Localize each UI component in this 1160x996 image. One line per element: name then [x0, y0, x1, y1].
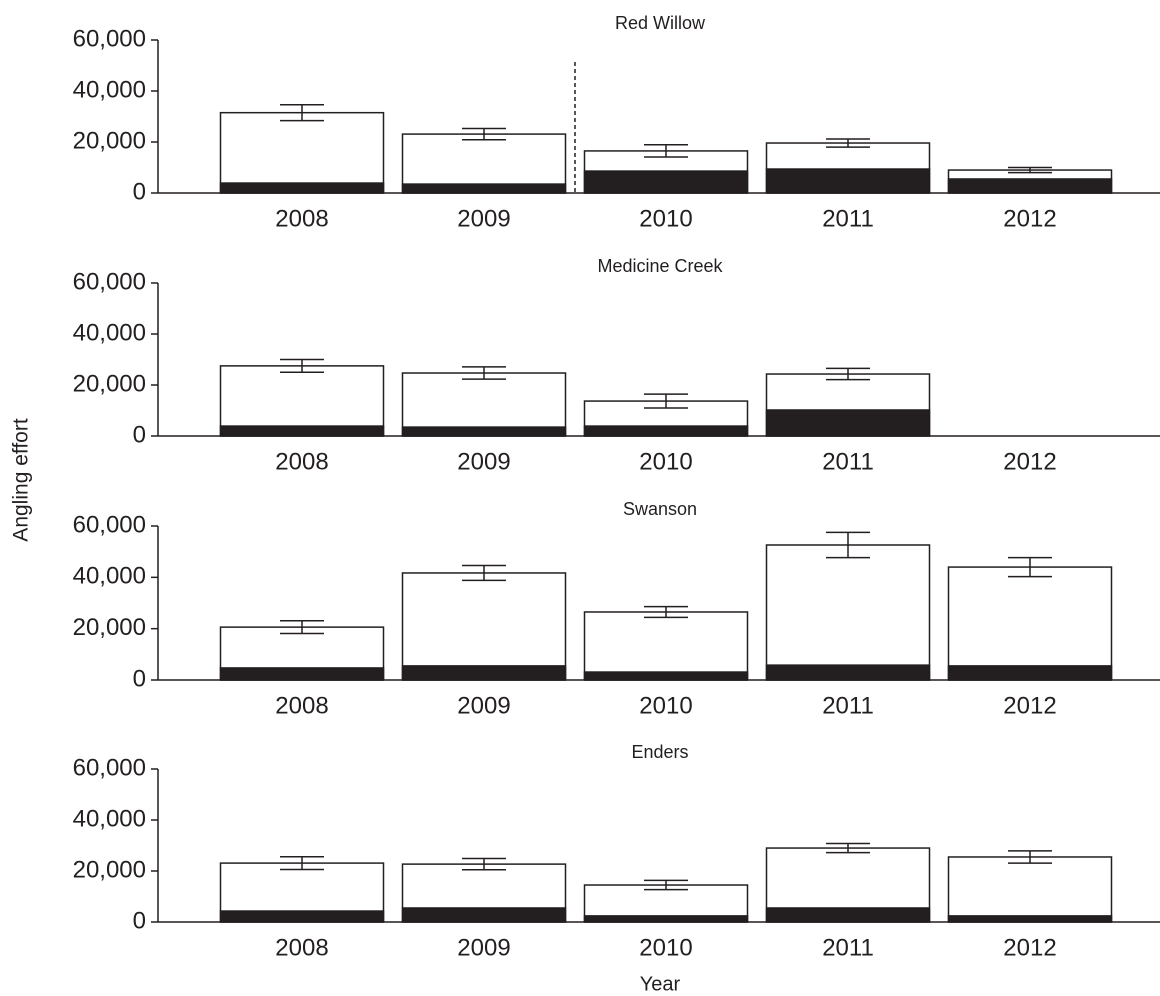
y-tick-label: 0 [133, 178, 146, 205]
bar [219, 425, 385, 437]
y-tick-label: 40,000 [73, 319, 146, 346]
bar [219, 111, 385, 194]
error-bar [826, 367, 870, 381]
bar [219, 365, 385, 437]
error-bar [462, 366, 506, 380]
bar [765, 544, 931, 681]
x-tick-label: 2011 [822, 692, 874, 719]
bar [401, 665, 567, 681]
bar [401, 183, 567, 194]
bar [947, 566, 1113, 681]
error-bar [644, 144, 688, 158]
x-tick-label: 2010 [639, 205, 692, 232]
bar [765, 168, 931, 194]
y-tick-label: 0 [133, 421, 146, 448]
x-tick-label: 2012 [1003, 205, 1056, 232]
bar [219, 182, 385, 194]
error-bar [644, 879, 688, 891]
y-tick-label: 40,000 [73, 563, 146, 590]
bar [947, 178, 1113, 194]
bar [583, 611, 749, 681]
x-tick-label: 2009 [457, 448, 510, 475]
panel-title: Medicine Creek [597, 256, 723, 276]
bar [765, 409, 931, 437]
bar [583, 170, 749, 194]
error-bar [1008, 556, 1052, 578]
x-tick-label: 2011 [822, 934, 874, 961]
bar [583, 915, 749, 923]
y-tick-label: 20,000 [73, 370, 146, 397]
error-bar [462, 564, 506, 582]
y-tick-label: 60,000 [73, 268, 146, 295]
bar [947, 665, 1113, 681]
error-bar [644, 605, 688, 619]
x-tick-label: 2009 [457, 205, 510, 232]
x-tick-label: 2009 [457, 934, 510, 961]
bar [765, 664, 931, 681]
error-bar [826, 842, 870, 854]
panel-title: Red Willow [615, 13, 706, 33]
y-tick-label: 60,000 [73, 25, 146, 52]
bar [219, 910, 385, 923]
error-bar [1008, 166, 1052, 174]
error-bar [462, 857, 506, 871]
x-tick-label: 2008 [275, 934, 328, 961]
bar [401, 372, 567, 437]
y-tick-label: 60,000 [73, 511, 146, 538]
x-tick-label: 2012 [1003, 692, 1056, 719]
bar [401, 426, 567, 437]
y-tick-label: 0 [133, 907, 146, 934]
bar [583, 425, 749, 437]
y-tick-label: 20,000 [73, 127, 146, 154]
x-tick-label: 2011 [822, 448, 874, 475]
x-tick-label: 2009 [457, 692, 510, 719]
x-tick-label: 2010 [639, 934, 692, 961]
y-tick-label: 60,000 [73, 754, 146, 781]
bar [401, 907, 567, 923]
x-tick-label: 2012 [1003, 934, 1056, 961]
error-bar [826, 138, 870, 148]
panel-title: Swanson [623, 499, 697, 519]
error-bar [1008, 850, 1052, 864]
x-tick-label: 2012 [1003, 448, 1056, 475]
x-tick-label: 2008 [275, 205, 328, 232]
y-tick-label: 20,000 [73, 614, 146, 641]
y-tick-label: 0 [133, 665, 146, 692]
bar [219, 667, 385, 681]
x-tick-label: 2011 [822, 205, 874, 232]
bar [765, 907, 931, 923]
x-tick-label: 2008 [275, 692, 328, 719]
y-tick-label: 40,000 [73, 805, 146, 832]
x-tick-label: 2010 [639, 448, 692, 475]
error-bar [280, 358, 324, 373]
x-tick-label: 2010 [639, 692, 692, 719]
bar [401, 133, 567, 194]
error-bar [826, 531, 870, 559]
error-bar [280, 619, 324, 635]
bar [947, 856, 1113, 923]
x-axis-label: Year [640, 973, 681, 995]
y-tick-label: 40,000 [73, 76, 146, 103]
bar [401, 572, 567, 681]
panel-title: Enders [631, 742, 688, 762]
y-tick-label: 20,000 [73, 856, 146, 883]
x-tick-label: 2008 [275, 448, 328, 475]
error-bar [280, 855, 324, 871]
error-bar [280, 104, 324, 122]
y-axis-label: Angling effort [10, 418, 33, 542]
error-bar [462, 127, 506, 141]
error-bar [644, 393, 688, 409]
bar [583, 671, 749, 681]
bar [947, 915, 1113, 923]
